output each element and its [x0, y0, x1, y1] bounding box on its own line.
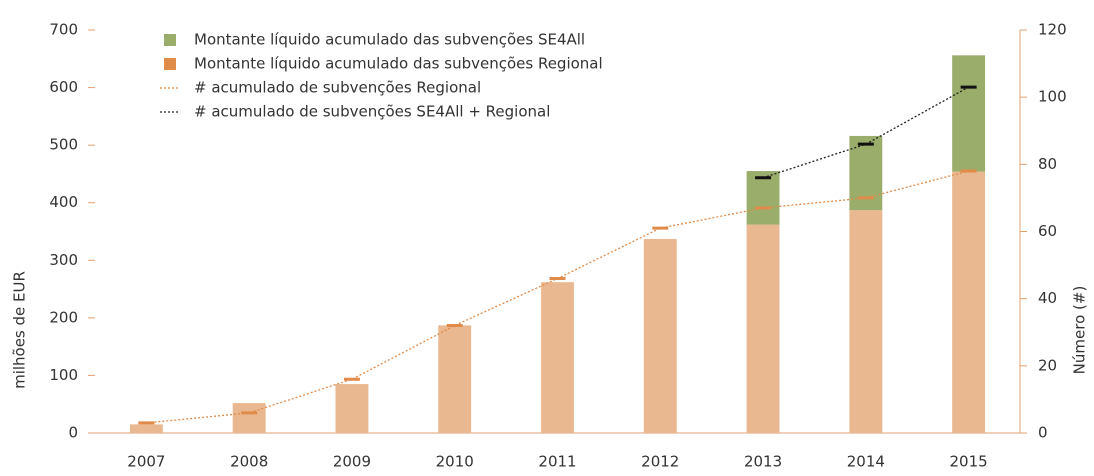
- y-tick-label: 600: [49, 78, 78, 96]
- y2-tick-label: 40: [1038, 289, 1057, 307]
- bar: [232, 403, 266, 433]
- legend-label: # acumulado de subvenções Regional: [194, 79, 481, 97]
- x-tick-label: 2015: [950, 453, 988, 471]
- y-tick-label: 700: [49, 21, 78, 39]
- legend-swatch: [164, 34, 176, 46]
- y-axis-label: milhões de EUR: [11, 271, 29, 389]
- y-tick-label: 400: [49, 193, 78, 211]
- y2-axis-label: Número (#): [1071, 286, 1089, 375]
- y2-tick-label: 100: [1038, 88, 1067, 106]
- x-tick-label: 2013: [744, 453, 782, 471]
- bar: [438, 325, 472, 433]
- y2-tick-label: 60: [1038, 222, 1057, 240]
- x-tick-label: 2008: [230, 453, 268, 471]
- legend-label: Montante líquido acumulado das subvençõe…: [194, 55, 603, 73]
- y-tick-label: 0: [68, 424, 78, 442]
- bar: [335, 384, 369, 433]
- y-tick-label: 100: [49, 366, 78, 384]
- bar: [849, 210, 883, 433]
- y2-tick-label: 0: [1038, 424, 1048, 442]
- bar: [746, 171, 780, 225]
- x-tick-label: 2011: [538, 453, 576, 471]
- y2-tick-label: 80: [1038, 155, 1057, 173]
- x-tick-label: 2007: [127, 453, 165, 471]
- x-tick-label: 2012: [641, 453, 679, 471]
- bar: [952, 55, 986, 172]
- x-tick-label: 2010: [436, 453, 474, 471]
- y2-tick-label: 20: [1038, 356, 1057, 374]
- bar: [952, 171, 986, 433]
- bar: [541, 282, 574, 433]
- y2-tick-label: 120: [1038, 21, 1067, 39]
- y-tick-label: 500: [49, 136, 78, 154]
- x-tick-label: 2014: [847, 453, 885, 471]
- x-tick-label: 2009: [333, 453, 371, 471]
- legend-label: Montante líquido acumulado das subvençõe…: [194, 31, 585, 49]
- legend: Montante líquido acumulado das subvençõe…: [160, 31, 603, 121]
- bar: [129, 424, 163, 433]
- bar: [746, 224, 780, 433]
- legend-label: # acumulado de subvenções SE4All + Regio…: [194, 103, 550, 121]
- bar: [643, 238, 677, 433]
- y-tick-label: 300: [49, 251, 78, 269]
- y-tick-label: 200: [49, 308, 78, 326]
- legend-swatch: [164, 58, 176, 70]
